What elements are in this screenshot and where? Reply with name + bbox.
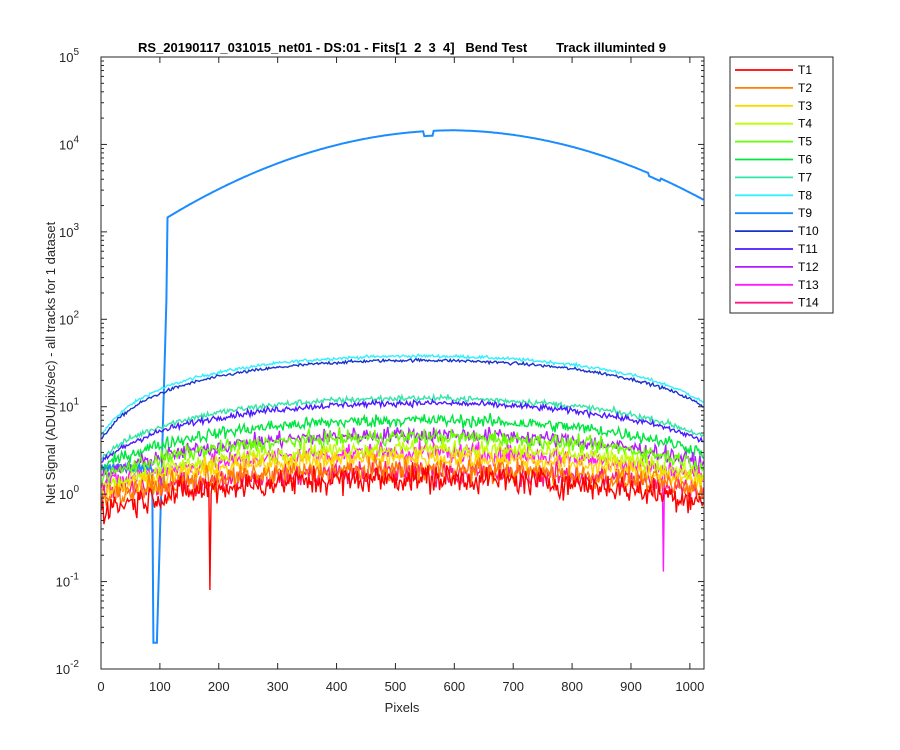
legend-label-t13: T13 bbox=[798, 278, 819, 292]
x-tick-label: 300 bbox=[267, 679, 289, 694]
legend-label-t11: T11 bbox=[798, 242, 818, 256]
y-axis-label: Net Signal (ADU/pix/sec) - all tracks fo… bbox=[43, 221, 58, 504]
series-line-t3 bbox=[101, 447, 705, 501]
y-tick-label: 103 bbox=[59, 222, 79, 240]
x-tick-label: 700 bbox=[502, 679, 524, 694]
y-tick-label: 100 bbox=[59, 484, 79, 502]
y-tick-label: 10-2 bbox=[56, 659, 80, 677]
series-group bbox=[100, 129, 705, 644]
series-line-t9 bbox=[100, 129, 704, 644]
legend-label-t8: T8 bbox=[798, 188, 812, 202]
y-tick-label: 105 bbox=[59, 47, 79, 65]
x-tick-label: 100 bbox=[149, 679, 171, 694]
series-line-t11 bbox=[101, 398, 704, 463]
legend-label-t1: T1 bbox=[798, 63, 812, 77]
legend-label-t6: T6 bbox=[798, 153, 812, 167]
x-tick-label: 500 bbox=[385, 679, 407, 694]
legend-label-t12: T12 bbox=[798, 260, 819, 274]
y-tick-label: 104 bbox=[59, 134, 79, 152]
chart-title: RS_20190117_031015_net01 - DS:01 - Fits[… bbox=[138, 40, 666, 55]
plot-area bbox=[101, 57, 704, 669]
legend-label-t5: T5 bbox=[798, 135, 812, 149]
y-tick-label: 10-1 bbox=[56, 572, 80, 590]
y-tick-label: 102 bbox=[59, 309, 79, 327]
series-line-t5 bbox=[100, 426, 705, 487]
x-tick-label: 200 bbox=[208, 679, 230, 694]
x-tick-label: 600 bbox=[443, 679, 465, 694]
x-tick-label: 400 bbox=[326, 679, 348, 694]
series-line-t10 bbox=[101, 357, 704, 440]
legend-label-t7: T7 bbox=[798, 170, 812, 184]
legend-label-t2: T2 bbox=[798, 81, 812, 95]
x-tick-label: 0 bbox=[97, 679, 104, 694]
legend-label-t10: T10 bbox=[798, 224, 819, 238]
legend-label-t9: T9 bbox=[798, 206, 812, 220]
x-axis-label: Pixels bbox=[385, 700, 420, 715]
x-tick-label: 900 bbox=[620, 679, 642, 694]
x-tick-label: 1000 bbox=[675, 679, 704, 694]
series-line-t6 bbox=[101, 412, 704, 472]
plot-frame bbox=[100, 56, 705, 670]
series-line-t7 bbox=[101, 392, 704, 460]
legend-label-t3: T3 bbox=[798, 99, 812, 113]
legend: T1 T2 T3 T4 T5 T6 T7 T8 T9 T10 T11 T12 T13 T14 bbox=[729, 56, 834, 314]
legend-box bbox=[729, 56, 834, 314]
series-line-t2 bbox=[100, 454, 705, 507]
ticks-group: 0 100 200 300 400 500 600 700 800 900 1000 10-2 10-1… bbox=[56, 47, 705, 694]
x-tick-label: 800 bbox=[561, 679, 583, 694]
series-line-t8 bbox=[101, 353, 704, 436]
y-tick-label: 101 bbox=[59, 397, 79, 415]
series-line-t1 bbox=[100, 462, 705, 591]
legend-label-t4: T4 bbox=[798, 117, 812, 131]
legend-label-t14: T14 bbox=[798, 296, 819, 310]
